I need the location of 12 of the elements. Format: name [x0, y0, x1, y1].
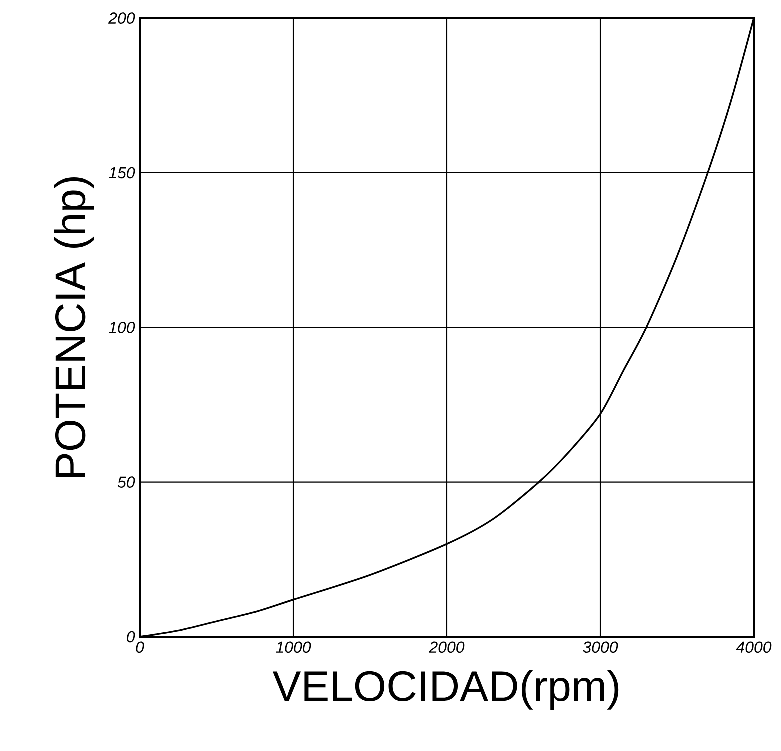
y-tick-label: 100: [109, 322, 136, 334]
x-tick-label: 3000: [583, 642, 618, 654]
y-tick-label: 150: [109, 167, 136, 179]
y-tick-label: 0: [127, 631, 136, 643]
x-tick-label: 4000: [736, 642, 772, 654]
x-tick-label: 1000: [276, 642, 312, 654]
y-axis-title: POTENCIA (hp): [54, 177, 94, 478]
x-tick-label: 0: [136, 642, 144, 654]
y-tick-label: 200: [108, 12, 136, 24]
x-axis-title: VELOCIDAD(rpm): [272, 670, 619, 710]
x-tick-label: 2000: [429, 642, 465, 654]
y-tick-label: 50: [118, 476, 136, 488]
